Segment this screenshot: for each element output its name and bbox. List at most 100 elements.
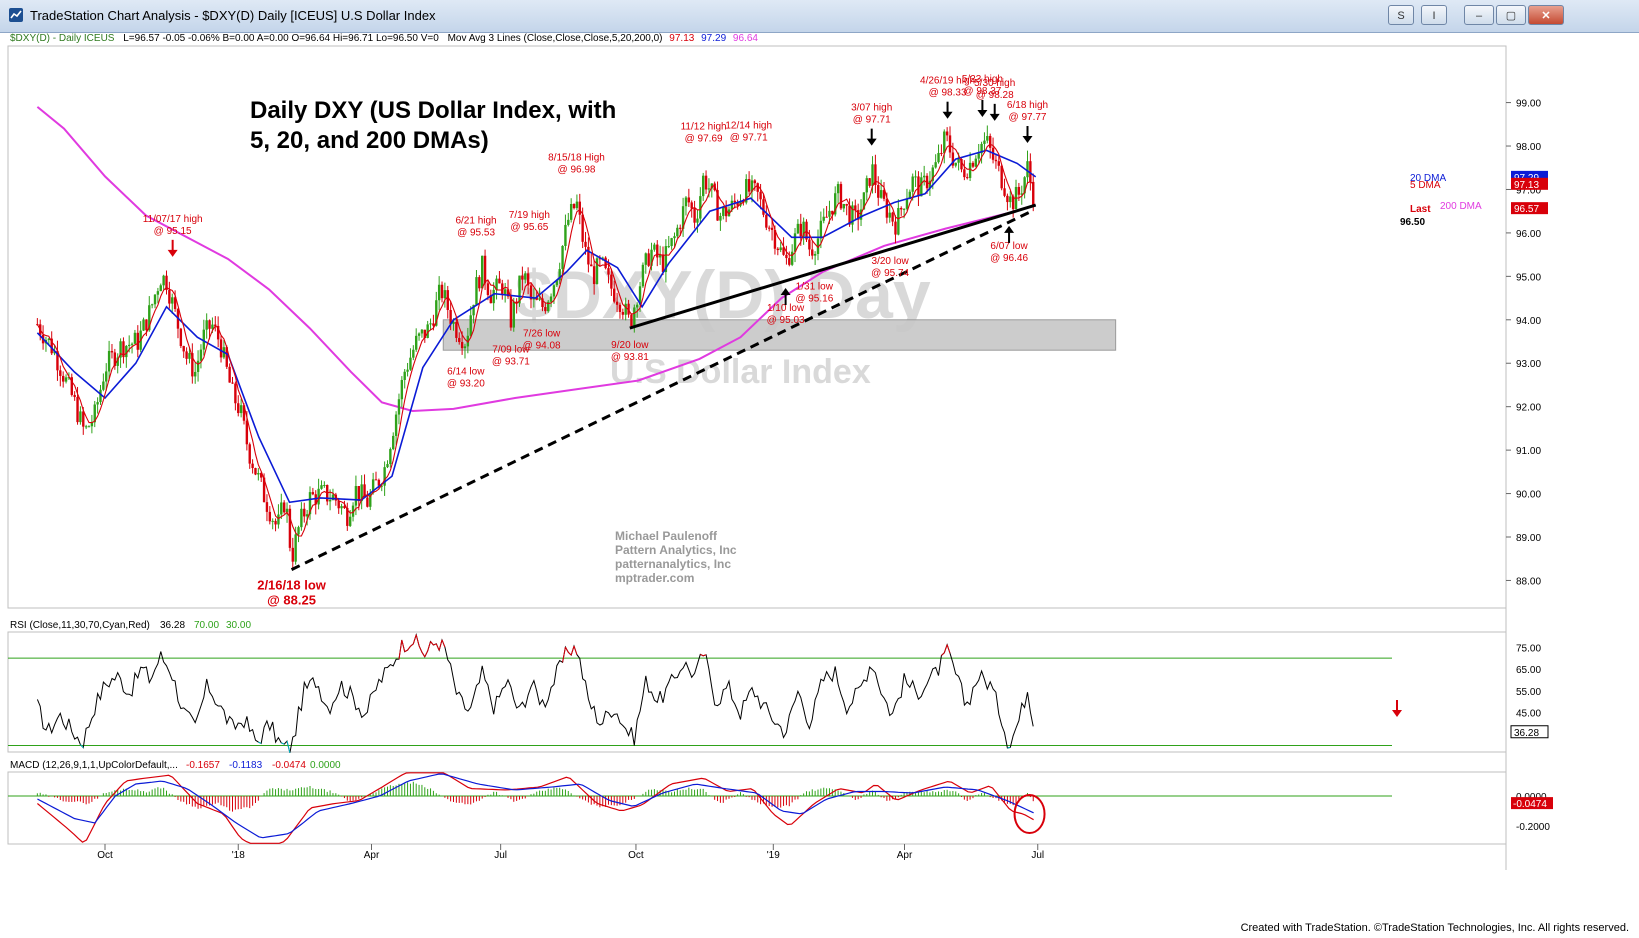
candle-body [194,371,197,377]
window-title: TradeStation Chart Analysis - $DXY(D) Da… [30,8,436,23]
close-button[interactable]: ✕ [1528,5,1564,25]
candle-body [346,507,349,526]
candle-body [191,353,194,377]
candle-body [808,239,811,250]
candle-body [834,193,837,215]
candle-body [173,297,177,309]
candle-body [354,486,358,506]
annotation-label: 3/07 high [851,103,892,114]
candle-body [61,375,65,382]
x-tick-label: '18 [232,850,245,861]
candle-body [380,485,383,487]
candle-body [506,289,510,297]
candle-body [486,283,490,296]
minimize-button[interactable]: – [1464,5,1494,25]
candle-body [856,210,860,220]
y-tick-label: 91.00 [1516,446,1541,457]
candle-body [610,274,613,289]
candle-body [621,311,625,315]
y-tick-label: 98.00 [1516,142,1541,153]
candle-body [377,479,381,486]
candle-body [518,275,521,304]
ma20-value: 97.29 [701,33,727,44]
candle-body [317,488,320,505]
candle-body [323,485,326,487]
rsi-overbought-segment [435,643,440,651]
annotation-label: @ 95.53 [457,227,495,238]
candle-body [618,304,622,312]
annotation-label: 11/07/17 high [143,214,203,225]
candle-body [412,349,415,358]
candle-body [908,191,912,200]
candle-body [650,249,653,266]
candle-body [389,449,392,465]
candle-body [790,251,794,265]
candle-body [119,341,122,358]
macd-label: MACD (12,26,9,1,1,UpColorDefault,... [10,760,178,771]
macd-pane: MACD (12,26,9,1,1,UpColorDefault,... -0.1… [8,760,1553,844]
maximize-button[interactable]: ▢ [1496,5,1526,25]
candle-body [369,493,372,507]
rsi-down-arrow-icon [1392,710,1402,717]
candle-body [966,177,969,179]
candle-body [658,254,662,258]
candle-body [406,369,409,372]
candle-body [541,298,544,308]
candle-body [392,435,395,450]
rsi-tick-label: 65.00 [1516,665,1541,676]
candle-body [432,323,435,326]
candle-body [770,227,774,230]
rsi-oversold-segment [281,742,285,745]
candle-body [429,323,432,325]
symbol-link-button[interactable]: S [1388,5,1414,25]
candle-body [986,135,989,141]
rsi-overbought-segment [433,643,437,646]
rsi-tick-label: 75.00 [1516,643,1541,654]
macd-tick-label: -0.2000 [1516,822,1550,833]
annotation-label: @ 96.46 [990,253,1028,264]
candle-body [555,280,559,286]
ma5-line [36,143,1034,537]
down-arrow-icon [866,138,877,146]
candle-body [498,278,501,284]
candle-body [472,304,475,316]
candle-body [561,245,564,270]
candle-body [366,497,369,507]
candle-body [102,381,105,390]
candle-body [179,328,183,347]
candle-body [633,307,636,327]
candle-body [403,371,406,380]
rsi-overbought-segment [427,641,432,652]
candle-body [107,350,111,372]
axis-value-tag-text: 97.13 [1514,180,1539,191]
candle-body [552,285,556,297]
credit-line: Pattern Analytics, Inc [615,543,737,557]
candle-body [724,207,728,217]
candle-body [564,224,567,246]
candle-body [905,199,909,209]
ohlc-readout: L=96.57 -0.05 -0.06% B=0.00 A=0.00 O=96.… [123,33,439,44]
candle-body [613,288,616,302]
x-tick-label: '19 [767,850,780,861]
candle-body [130,343,134,345]
candle-body [397,399,401,415]
candle-body [475,277,478,305]
candle-body [948,135,952,153]
candle-body [260,473,263,478]
annotation-label: @ 93.71 [492,356,530,367]
candle-body [82,411,85,427]
candle-body [185,351,188,359]
candle-body [730,200,734,210]
annotation-label: @ 95.03 [767,315,805,326]
candle-body [67,377,71,379]
candle-body [816,238,820,254]
rsi-overbought-segment [562,647,566,663]
candle-body [257,473,260,475]
candle-body [208,320,211,329]
candle-body [113,352,117,366]
candle-body [481,255,484,289]
indicator-link-button[interactable]: I [1421,5,1447,25]
candle-body [308,492,312,515]
candle-body [819,220,823,239]
